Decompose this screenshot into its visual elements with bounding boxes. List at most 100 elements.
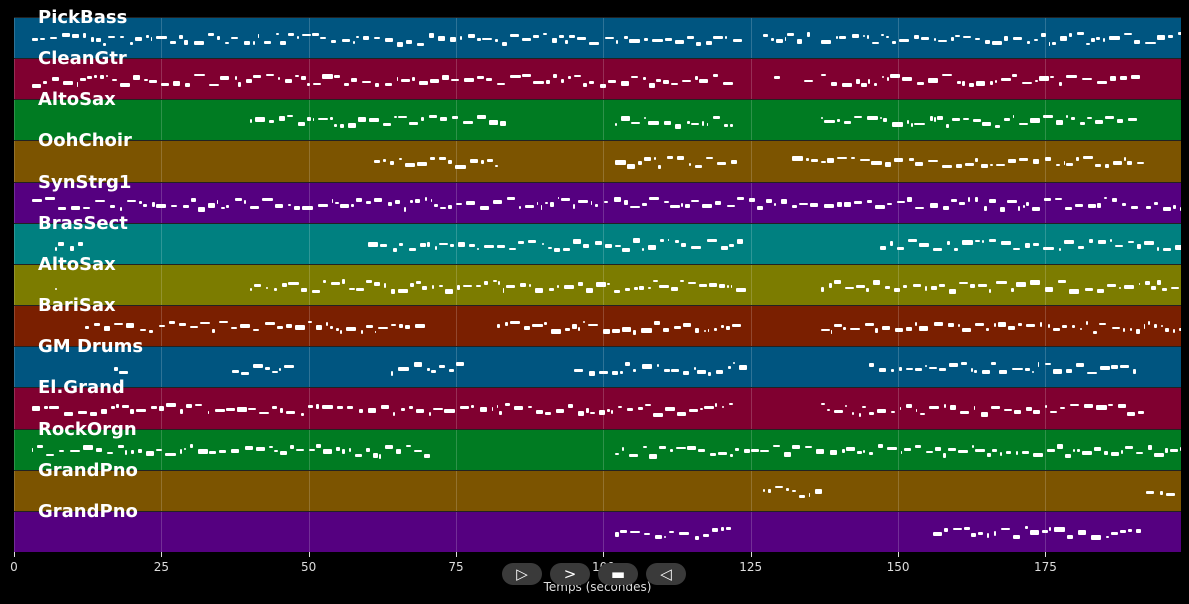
note-mark [792, 205, 798, 208]
note-mark [836, 156, 847, 159]
note-mark [302, 206, 313, 211]
note-mark [295, 325, 306, 330]
note-mark [70, 206, 81, 211]
note-mark [996, 163, 1006, 166]
note-mark [1055, 119, 1064, 125]
note-mark [859, 413, 862, 417]
note-mark [604, 36, 614, 39]
note-mark [489, 120, 499, 125]
note-mark [1022, 81, 1033, 84]
note-mark [1012, 247, 1021, 251]
rewind-icon[interactable]: ◁ [646, 563, 686, 585]
note-mark [674, 40, 684, 44]
note-mark [118, 370, 128, 374]
play-icon[interactable]: ▷ [502, 563, 542, 585]
note-mark [1143, 323, 1146, 329]
note-mark [706, 239, 717, 242]
note-mark [629, 205, 641, 209]
note-mark [713, 328, 717, 332]
note-mark [1018, 206, 1020, 212]
note-mark [331, 198, 334, 204]
note-mark [42, 80, 48, 85]
grid-line [161, 141, 163, 182]
track-lane [14, 140, 1181, 182]
note-mark [119, 36, 125, 39]
grid-line [456, 470, 458, 511]
note-mark [1122, 202, 1126, 207]
note-mark [1063, 161, 1066, 166]
note-mark [904, 447, 912, 452]
note-mark [1109, 238, 1112, 243]
note-mark [861, 83, 867, 88]
note-mark [736, 239, 743, 245]
note-mark [1130, 206, 1138, 209]
note-mark [31, 447, 34, 452]
note-mark [509, 34, 519, 38]
note-mark [972, 444, 974, 449]
x-tick [603, 552, 605, 557]
track-lane [14, 305, 1181, 347]
note-mark [1077, 245, 1085, 250]
note-mark [1018, 123, 1029, 126]
note-mark [929, 406, 940, 410]
note-mark [383, 159, 386, 162]
note-mark [544, 201, 549, 204]
track-lane [14, 346, 1181, 388]
note-mark [717, 161, 727, 166]
note-mark [600, 83, 607, 89]
note-mark [1124, 446, 1134, 449]
note-mark [1076, 32, 1085, 35]
forward-icon[interactable]: > [550, 563, 590, 585]
note-mark [149, 80, 157, 83]
grid-line [14, 306, 15, 347]
note-mark [951, 199, 958, 202]
note-mark [730, 284, 733, 288]
note-mark [114, 366, 118, 371]
note-mark [309, 448, 315, 452]
note-mark [432, 284, 434, 289]
grid-line [161, 347, 163, 388]
note-mark [481, 160, 484, 164]
grid-line [14, 141, 15, 182]
note-mark [1087, 371, 1098, 375]
note-mark [79, 78, 86, 82]
note-mark [629, 454, 638, 458]
note-mark [613, 289, 621, 293]
note-mark [179, 409, 183, 414]
note-mark [55, 287, 58, 291]
note-mark [589, 42, 600, 46]
note-mark [529, 283, 531, 287]
note-mark [868, 79, 870, 84]
note-mark [350, 77, 358, 83]
note-mark [1000, 207, 1006, 212]
note-mark [933, 37, 937, 41]
note-mark [688, 281, 697, 285]
note-mark [1120, 450, 1124, 454]
note-mark [1138, 411, 1144, 415]
note-mark [773, 444, 781, 447]
note-mark [551, 38, 558, 43]
note-mark [355, 453, 362, 458]
note-mark [1075, 362, 1084, 367]
note-mark [289, 444, 294, 449]
note-mark [1019, 158, 1028, 161]
note-mark [768, 488, 772, 493]
note-mark [479, 205, 489, 210]
note-mark [220, 206, 225, 210]
note-mark [286, 411, 296, 414]
note-mark [751, 449, 759, 453]
note-mark [548, 247, 552, 250]
note-mark [1145, 206, 1151, 209]
note-mark [1057, 444, 1064, 449]
note-mark [946, 241, 951, 245]
note-mark [884, 286, 890, 289]
note-mark [896, 246, 904, 250]
note-mark [78, 241, 83, 247]
note-mark [578, 327, 580, 331]
note-mark [727, 285, 729, 288]
note-mark [1105, 535, 1109, 538]
note-mark [1098, 240, 1106, 245]
x-tick [1045, 552, 1047, 557]
stop-icon[interactable]: ▬ [598, 563, 638, 585]
note-mark [315, 325, 322, 330]
